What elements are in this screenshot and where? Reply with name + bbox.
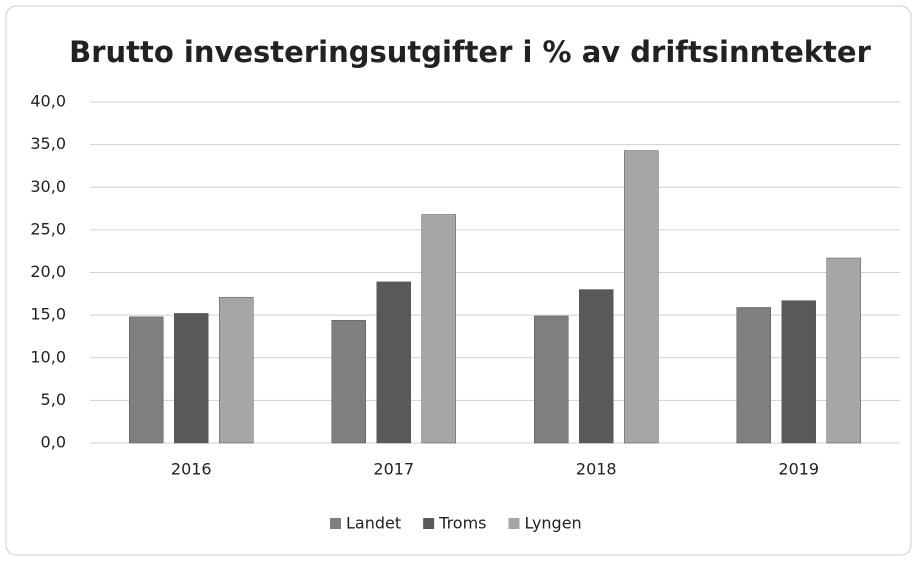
bar <box>781 300 816 444</box>
y-tick-label: 25,0 <box>30 219 66 238</box>
bar <box>129 316 164 444</box>
bar <box>736 307 771 444</box>
legend-swatch <box>330 518 341 529</box>
legend-label: Landet <box>346 514 401 533</box>
y-tick-label: 15,0 <box>30 305 66 324</box>
bar <box>624 150 659 444</box>
legend-swatch <box>508 518 520 529</box>
y-tick-label: 40,0 <box>30 92 66 111</box>
bar <box>579 289 614 444</box>
x-tick-label: 2018 <box>576 460 617 479</box>
chart-border <box>5 5 912 556</box>
x-tick-label: 2019 <box>778 460 819 479</box>
bar <box>174 313 209 444</box>
legend-label: Troms <box>438 514 486 533</box>
y-tick-label: 30,0 <box>30 177 66 196</box>
bar <box>331 319 366 444</box>
bar <box>219 296 254 444</box>
y-tick-label: 0,0 <box>41 433 66 452</box>
bar <box>376 281 411 444</box>
legend-label: Lyngen <box>525 514 582 533</box>
y-tick-label: 5,0 <box>41 390 66 409</box>
bar <box>826 257 861 444</box>
legend-swatch <box>423 518 435 529</box>
x-tick-label: 2017 <box>373 460 414 479</box>
chart-title: Brutto investeringsutgifter i % av drift… <box>69 35 871 69</box>
y-tick-label: 20,0 <box>30 262 66 281</box>
bar <box>421 214 456 444</box>
bar <box>534 315 569 444</box>
y-tick-label: 10,0 <box>30 347 66 366</box>
y-tick-label: 35,0 <box>30 134 66 153</box>
x-tick-label: 2016 <box>171 460 212 479</box>
